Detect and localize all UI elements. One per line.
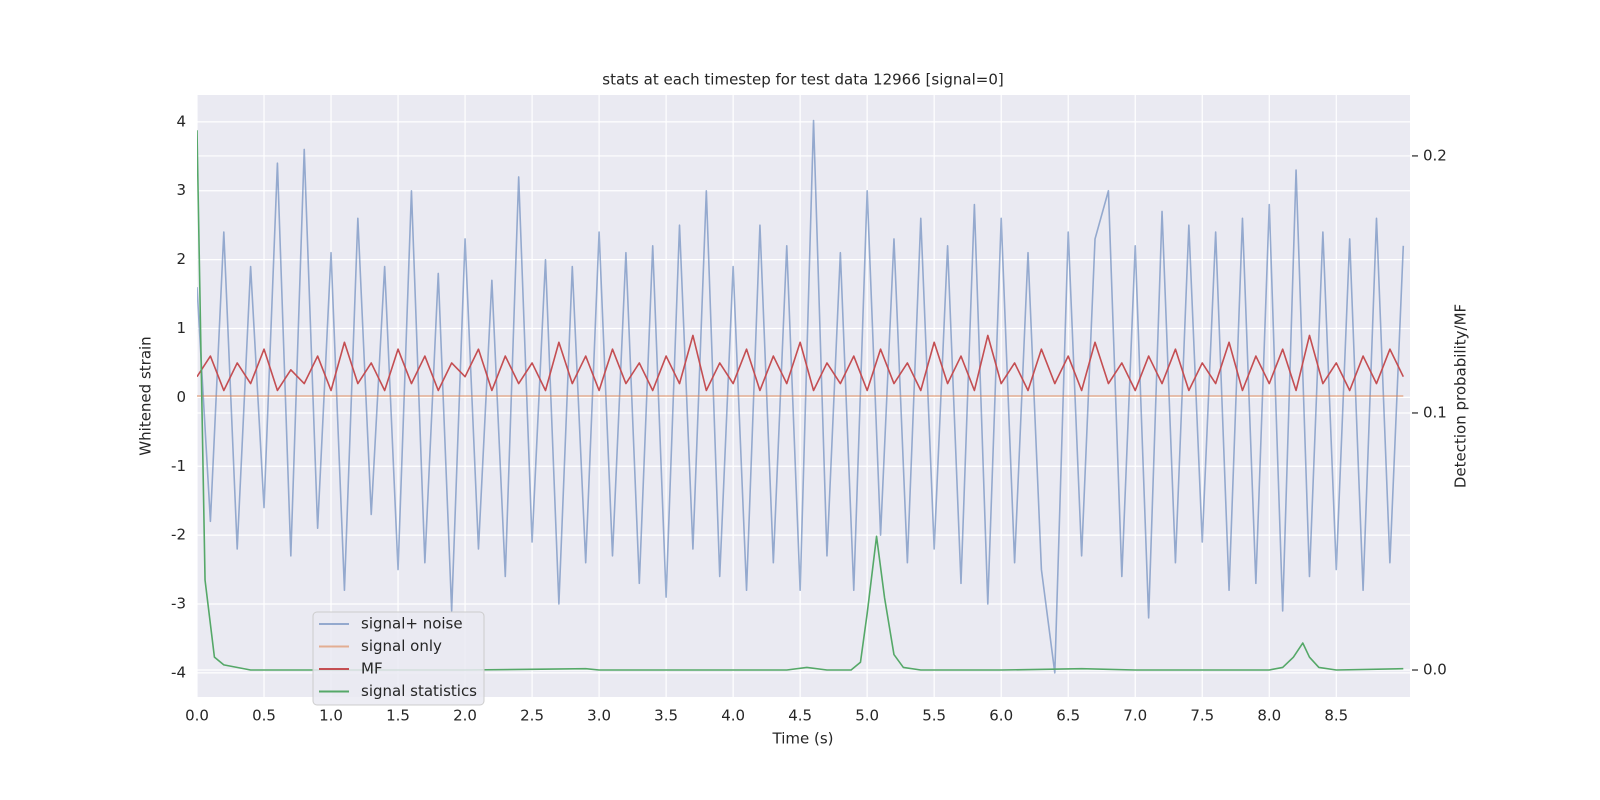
legend-label: MF [361,660,383,678]
y2-tick-label: 0.1 [1423,403,1447,421]
x-tick-label: 4.5 [788,707,812,725]
x-tick-label: 7.0 [1123,707,1147,725]
x-tick-label: 1.0 [319,707,343,725]
x-tick-label: 4.0 [721,707,745,725]
y2-tick-label: 0.2 [1423,146,1447,164]
legend: signal+ noise signal only MF signal statist… [312,611,485,706]
x-tick-label: 0.0 [185,707,209,725]
y-tick-label: 3 [176,181,186,199]
x-tick-label: 6.0 [989,707,1013,725]
x-tick-label: 5.0 [855,707,879,725]
x-tick-label: 3.0 [587,707,611,725]
legend-label: signal only [361,637,442,655]
x-tick-label: 2.0 [453,707,477,725]
y-tick-label: -4 [171,663,186,681]
x-tick-label: 1.5 [386,707,410,725]
chart-title: stats at each timestep for test data 129… [602,71,1003,89]
x-tick-label: 2.5 [520,707,544,725]
y-tick-label: 0 [176,388,186,406]
y-tick-label: 4 [176,112,186,130]
x-tick-label: 6.5 [1056,707,1080,725]
y-tick-label: 2 [176,250,186,268]
y-tick-label: -2 [171,526,186,544]
y-tick-label: -3 [171,595,186,613]
legend-label: signal+ noise [361,615,463,633]
y-tick-label: -1 [171,457,186,475]
legend-label: signal statistics [361,682,477,700]
x-tick-label: 8.0 [1257,707,1281,725]
series-line [197,119,1405,674]
x-tick-label: 3.5 [654,707,678,725]
legend-box [312,611,485,706]
y2-tick-label: 0.0 [1423,661,1447,679]
series-line [197,334,1405,392]
y2-axis-label: Detection probability/MF [1452,304,1470,488]
y-axis-label: Whitened strain [137,336,155,455]
labels: 0.0 0.5 1.0 1.5 2.0 2.5 3.0 3.5 4.0 4.5 5.0 5.5 6.0 6… [171,112,1447,724]
x-tick-label: 8.5 [1324,707,1348,725]
x-tick-label: 0.5 [252,707,276,725]
x-tick-label: 7.5 [1190,707,1214,725]
x-axis-label: Time (s) [772,730,834,748]
x-tick-label: 5.5 [922,707,946,725]
y-tick-label: 1 [176,319,186,337]
